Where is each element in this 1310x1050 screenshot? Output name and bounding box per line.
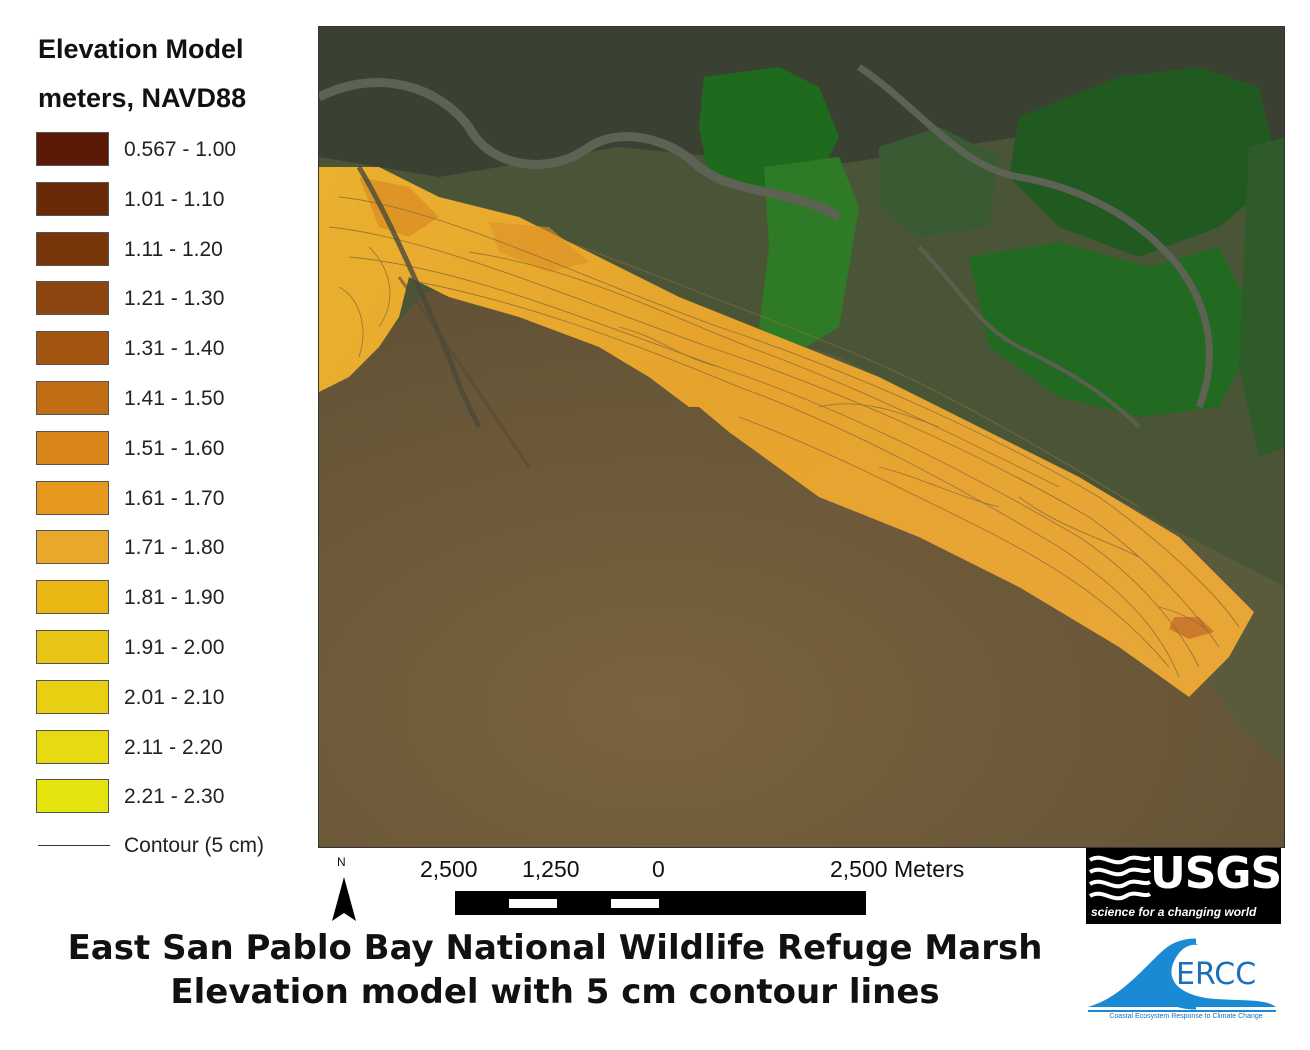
legend-item-label: 1.41 - 1.50 xyxy=(124,386,225,410)
legend-swatch xyxy=(36,281,109,316)
legend-swatch xyxy=(36,231,109,266)
legend-swatch xyxy=(36,779,109,814)
legend-swatch xyxy=(36,629,109,664)
legend-item-label: 1.21 - 1.30 xyxy=(124,287,225,311)
legend-contour-label: Contour (5 cm) xyxy=(124,834,265,857)
pond-right-lower xyxy=(969,242,1259,417)
legend-item-label: 0.567 - 1.00 xyxy=(124,138,237,161)
cercc-logo: ERCC Coastal Ecosystem Response to Clima… xyxy=(1086,927,1286,1023)
cercc-wordmark: ERCC xyxy=(1176,957,1257,992)
pond-right-upper xyxy=(1009,67,1279,257)
map-canvas xyxy=(319,27,1284,847)
map-title-line1: East San Pablo Bay National Wildlife Ref… xyxy=(67,928,1043,968)
elevation-low-east xyxy=(1169,617,1214,639)
scale-label-1250: 1,250 xyxy=(522,856,580,882)
legend-swatch xyxy=(36,679,109,714)
legend-item-label: 1.31 - 1.40 xyxy=(124,337,225,361)
pond-center xyxy=(699,67,839,192)
elevation-high-west xyxy=(359,177,439,237)
pond-far-right xyxy=(1239,137,1284,457)
cercc-wave-icon xyxy=(1088,938,1276,1012)
legend-item-label: 1.01 - 1.10 xyxy=(124,187,225,211)
contour-line-symbol xyxy=(38,845,110,846)
scale-bar xyxy=(455,891,866,915)
legend-swatch xyxy=(36,331,109,366)
legend-item-label: 2.11 - 2.20 xyxy=(124,735,223,759)
north-arrow-icon xyxy=(332,877,356,921)
north-label: N xyxy=(337,855,346,869)
usgs-wordmark: USGS xyxy=(1150,848,1282,899)
usgs-tagline: science for a changing world xyxy=(1091,905,1257,919)
usgs-wave-icon xyxy=(1088,855,1152,901)
legend-swatch xyxy=(36,580,109,615)
legend-item-label: 1.81 - 1.90 xyxy=(124,586,225,610)
legend-item-label: 1.91 - 2.00 xyxy=(124,635,225,659)
legend-swatch xyxy=(36,132,109,166)
elevation-model-area xyxy=(319,167,1254,697)
legend-swatch xyxy=(36,181,109,216)
legend-item-label: 1.51 - 1.60 xyxy=(124,436,225,460)
satellite-map[interactable] xyxy=(318,26,1285,848)
bay-water xyxy=(319,287,1284,847)
legend-swatch xyxy=(36,530,109,565)
scale-label-2500-left: 2,500 xyxy=(420,856,478,882)
legend-swatch xyxy=(36,380,109,415)
tidal-channel-minor xyxy=(917,245,1141,429)
legend-item-label: 2.01 - 2.10 xyxy=(124,685,225,709)
cercc-tagline: Coastal Ecosystem Response to Climate Ch… xyxy=(1109,1013,1263,1020)
legend-item-label: 1.71 - 1.80 xyxy=(124,536,225,560)
scale-label-2500-meters: 2,500 Meters xyxy=(830,856,965,882)
legend-swatch xyxy=(36,480,109,515)
contour-lines xyxy=(328,196,1240,678)
legend-swatch xyxy=(36,729,109,764)
legend-title-line2: meters, NAVD88 xyxy=(38,83,247,113)
tidal-channel-main xyxy=(319,78,842,221)
map-title-line2: Elevation model with 5 cm contour lines xyxy=(170,972,940,1012)
tidal-channel-secondary xyxy=(857,64,1213,409)
legend-item-label: 2.21 - 2.30 xyxy=(124,785,225,809)
legend-item-label: 1.11 - 1.20 xyxy=(124,237,223,261)
north-arrow: N xyxy=(326,855,362,925)
usgs-logo: USGS science for a changing world xyxy=(1086,848,1282,924)
legend-title-line1: Elevation Model xyxy=(38,34,244,64)
dredge-channel xyxy=(397,276,531,468)
legend-swatch xyxy=(36,430,109,465)
legend-item-label: 1.61 - 1.70 xyxy=(124,486,225,510)
elevation-high-north xyxy=(489,222,589,272)
scale-label-0: 0 xyxy=(652,856,665,882)
legend-contour-key: Contour (5 cm) xyxy=(36,832,296,862)
pond-left xyxy=(759,157,859,357)
